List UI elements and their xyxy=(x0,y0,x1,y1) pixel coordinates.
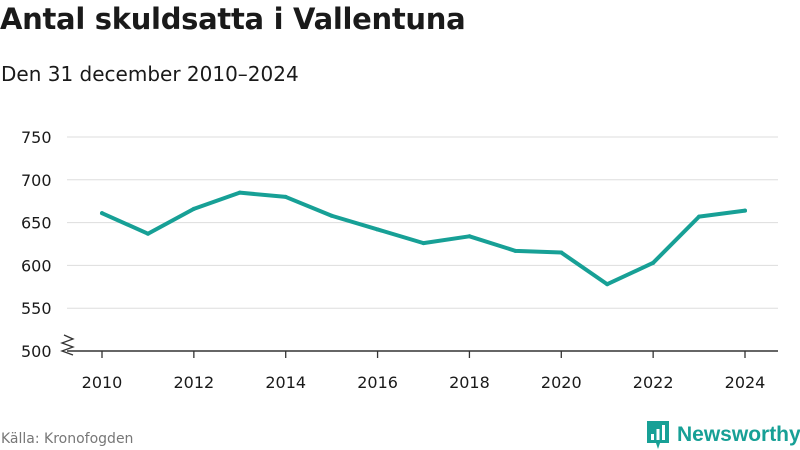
y-tick-label-650: 650 xyxy=(21,214,52,233)
data-point-2018 xyxy=(467,234,472,239)
brand-logo[interactable]: Newsworthy xyxy=(645,420,800,450)
x-tick-label-2020: 2020 xyxy=(541,373,582,392)
data-point-2016 xyxy=(375,227,380,232)
data-point-2023 xyxy=(697,214,702,219)
data-point-2019 xyxy=(513,248,518,253)
x-tick-label-2010: 2010 xyxy=(82,373,123,392)
data-point-2010 xyxy=(100,211,104,216)
series-line-0 xyxy=(100,190,747,287)
y-tick-label-500: 500 xyxy=(21,342,52,361)
data-point-2012 xyxy=(191,206,196,211)
brand-name: Newsworthy xyxy=(677,423,800,446)
data-point-2024 xyxy=(743,208,747,213)
y-tick-label-700: 700 xyxy=(21,171,52,190)
data-point-2015 xyxy=(329,213,334,218)
x-tick-label-2012: 2012 xyxy=(173,373,214,392)
data-point-2022 xyxy=(651,260,656,265)
x-tick-label-2014: 2014 xyxy=(265,373,306,392)
x-tick-label-2018: 2018 xyxy=(449,373,490,392)
y-tick-label-600: 600 xyxy=(21,256,52,275)
newsworthy-logo-icon xyxy=(647,421,669,449)
line-chart: 500 550 600 650 700 750 2010 2012 2014 2016 2018 20… xyxy=(21,128,778,392)
x-tick-label-2016: 2016 xyxy=(357,373,398,392)
x-tick-label-2024: 2024 xyxy=(725,373,766,392)
y-tick-label-550: 550 xyxy=(21,299,52,318)
data-point-2014 xyxy=(283,194,288,199)
chart-title: Antal skuldsatta i Vallentuna xyxy=(0,2,466,36)
axis-break-icon xyxy=(60,334,75,356)
x-tick-label-2022: 2022 xyxy=(633,373,674,392)
chart-subtitle: Den 31 december 2010–2024 xyxy=(1,62,299,86)
data-point-2021 xyxy=(605,282,610,287)
data-point-2011 xyxy=(145,231,150,236)
data-point-2020 xyxy=(559,250,564,255)
y-tick-label-750: 750 xyxy=(21,128,52,147)
data-point-2013 xyxy=(237,190,242,195)
data-point-2017 xyxy=(421,241,426,246)
source-note: Källa: Kronofogden xyxy=(1,431,134,447)
